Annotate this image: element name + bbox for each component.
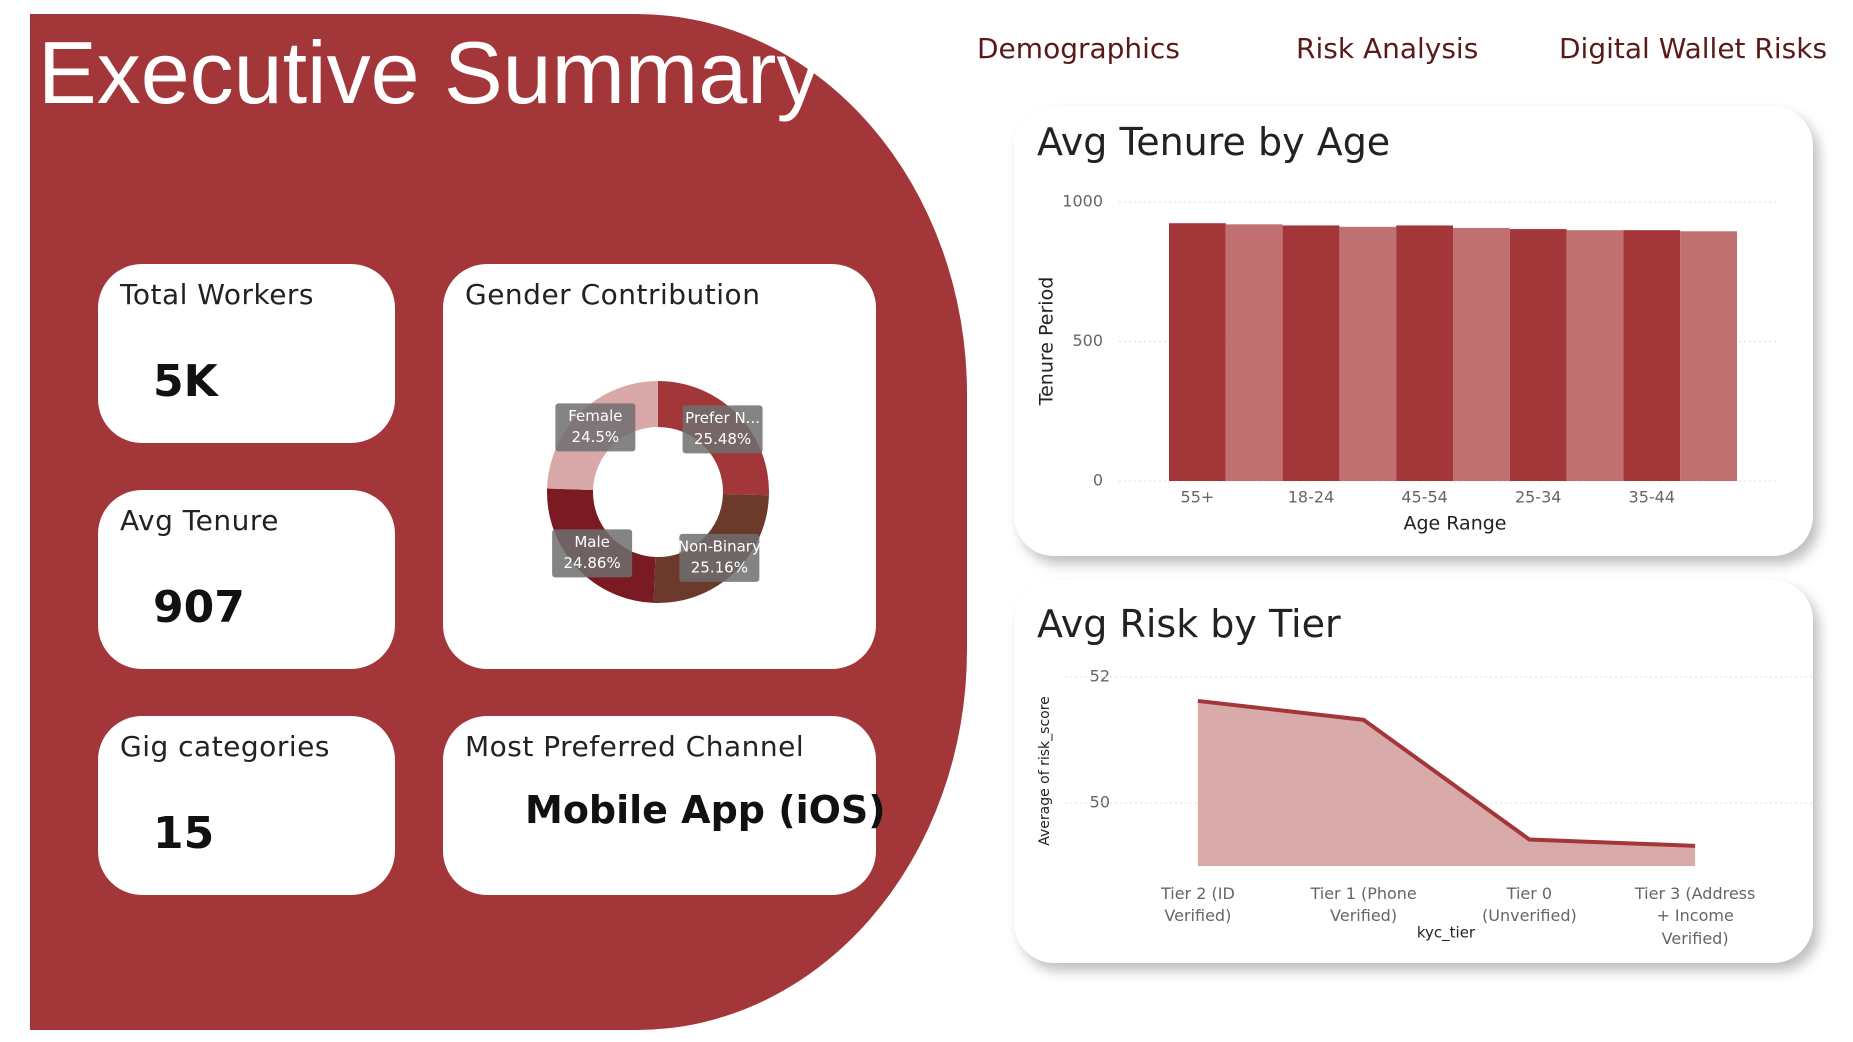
x-tick-label: Tier 3 (Address + Income Verified) (1634, 884, 1756, 948)
slice-category: Prefer N... (685, 409, 760, 427)
slice-label: Non-Binary 25.16% (678, 533, 761, 582)
slice-value: 24.86% (564, 554, 621, 572)
kpi-label: Gig categories (120, 730, 330, 763)
kpi-value: 907 (153, 582, 245, 633)
label-box (679, 533, 760, 582)
kpi-card: Most Preferred Channel Mobile App (iOS) (443, 716, 886, 895)
x-tick-label: 25-34 (1515, 488, 1562, 507)
bar (1169, 223, 1226, 482)
bar (1509, 229, 1567, 481)
label-box (682, 405, 763, 454)
kpi-card: Total Workers 5K (98, 264, 395, 443)
x-tick-label: Tier 0 (Unverified) (1482, 884, 1577, 926)
slice-value: 25.16% (691, 558, 748, 576)
x-tick-label: 45-54 (1401, 488, 1448, 507)
kpi-label: Avg Tenure (120, 504, 279, 537)
y-tick-label: 52 (1090, 667, 1110, 686)
kpi-value: Mobile App (iOS) (525, 788, 886, 832)
bar (1339, 226, 1397, 481)
bar (1623, 230, 1681, 481)
kpi-value: 15 (153, 808, 215, 859)
chart-title: Gender Contribution (465, 278, 761, 311)
kpi-card: Gig categories 15 (98, 716, 395, 895)
kpi-label: Most Preferred Channel (465, 730, 805, 763)
x-tick-label: Tier 1 (Phone Verified) (1310, 884, 1417, 926)
slice-value: 24.5% (572, 428, 620, 446)
chart-title: Avg Tenure by Age (1037, 120, 1391, 164)
nav-link[interactable]: Digital Wallet Risks (1559, 32, 1828, 65)
label-box (555, 403, 636, 452)
nav-link[interactable]: Demographics (977, 32, 1180, 65)
bar (1680, 231, 1737, 481)
bar (1282, 225, 1340, 481)
x-tick-label: 55+ (1181, 488, 1215, 507)
slice-category: Female (568, 407, 622, 425)
slice-value: 25.48% (694, 430, 751, 448)
x-axis-title: Age Range (1403, 513, 1506, 535)
area-fill (1197, 700, 1696, 866)
bar (1225, 224, 1283, 481)
y-axis-title: Average of risk_score (1037, 696, 1053, 846)
bar (1453, 227, 1510, 481)
slice-category: Non-Binary (678, 537, 761, 555)
x-axis-title: kyc_tier (1417, 924, 1476, 943)
slice-label: Prefer N... 25.48% (682, 405, 763, 454)
bar (1396, 225, 1453, 481)
x-tick-label: 18-24 (1288, 488, 1335, 507)
y-tick-label: 1000 (1062, 192, 1103, 211)
slice-category: Male (574, 533, 610, 551)
bar (1566, 230, 1624, 481)
nav-link[interactable]: Risk Analysis (1296, 32, 1479, 65)
slice-label: Female 24.5% (555, 403, 636, 452)
area-line (1197, 698, 1696, 848)
y-tick-label: 0 (1093, 471, 1103, 490)
kpi-card: Avg Tenure 907 (98, 490, 395, 669)
label-box (552, 529, 633, 578)
y-tick-label: 50 (1090, 793, 1110, 812)
x-tick-label: 35-44 (1629, 488, 1676, 507)
page-title: Executive Summary (38, 23, 821, 122)
kpi-value: 5K (153, 356, 218, 407)
slice-label: Male 24.86% (552, 529, 633, 578)
kpi-label: Total Workers (120, 278, 315, 311)
y-tick-label: 500 (1072, 331, 1103, 350)
chart-title: Avg Risk by Tier (1037, 602, 1341, 646)
x-tick-label: Tier 2 (ID Verified) (1160, 884, 1235, 926)
y-axis-title: Tenure Period (1036, 277, 1058, 407)
